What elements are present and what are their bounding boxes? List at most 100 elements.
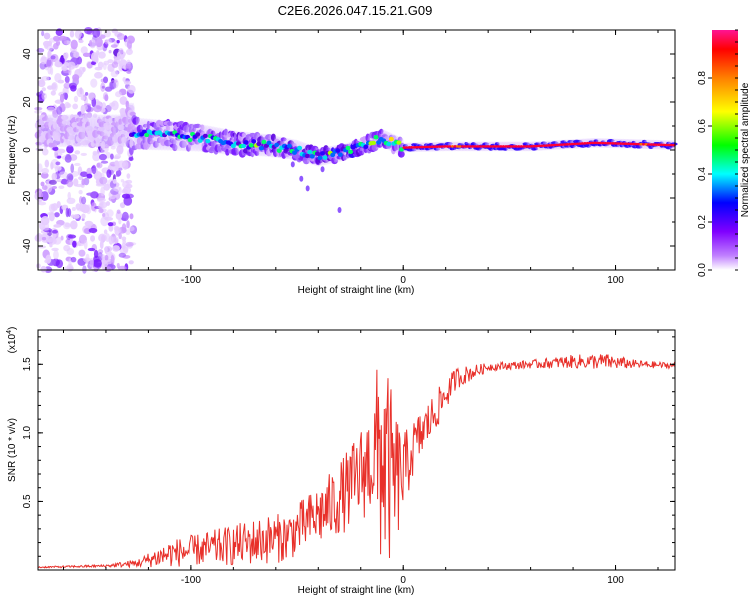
noise-cell (90, 78, 98, 88)
noise-cell (40, 172, 49, 179)
noise-cell (102, 76, 109, 84)
noise-cell (78, 249, 86, 257)
noise-cell (117, 265, 127, 271)
signal-cell-core (654, 143, 658, 146)
signal-cell-core (481, 145, 485, 148)
signal-cell-core (399, 147, 405, 152)
noise-cell (40, 216, 50, 226)
signal-cell-outer (172, 144, 178, 152)
signal-cell-outer (241, 133, 246, 137)
noise-cell (95, 37, 103, 48)
noise-cell (73, 51, 80, 59)
signal-cell-core (402, 146, 406, 149)
signal-cell-core (274, 142, 280, 148)
noise-cell (56, 201, 61, 209)
signal-cell-outer (59, 126, 66, 132)
noise-cell (110, 70, 119, 78)
noise-cell (66, 247, 75, 256)
signal-cell-core (489, 145, 493, 148)
noise-cell (123, 80, 132, 85)
signal-cell-core (639, 142, 643, 146)
noise-cell (54, 61, 63, 68)
colorbar-tick-label: 0.4 (697, 167, 708, 181)
noise-cell (128, 156, 134, 162)
noise-cell (80, 171, 88, 178)
noise-cell (43, 32, 51, 40)
spectrogram-ytick-label: 20 (22, 96, 33, 108)
signal-cell-core (405, 146, 409, 149)
signal-cell-core (348, 149, 354, 155)
noise-cell (118, 167, 123, 171)
signal-cell-outer (309, 157, 315, 162)
noise-cell (51, 172, 58, 181)
signal-cell-core (659, 143, 664, 147)
noise-cell (53, 250, 59, 260)
signal-cell-outer (50, 142, 57, 148)
noise-cell (103, 229, 108, 235)
noise-cell (53, 224, 62, 228)
signal-cell-core (667, 143, 671, 147)
noise-cell (45, 254, 52, 264)
noise-cell (100, 82, 106, 92)
noise-cell (80, 152, 88, 156)
noise-cell (128, 260, 134, 265)
signal-cell-core (248, 143, 254, 148)
signal-cell-core (420, 145, 424, 149)
noise-cell (97, 61, 104, 69)
signal-cell-core (527, 145, 531, 148)
signal-cell-core (376, 140, 382, 145)
signal-cell-core (631, 142, 635, 146)
noise-cell (111, 28, 118, 34)
noise-cell (52, 146, 59, 151)
signal-cell-core (583, 142, 587, 145)
spectrogram-ytick-label: 40 (22, 48, 33, 60)
noise-cell (112, 178, 117, 184)
spectrogram-panel: -100 0 100 -40 -20 0 20 40 Height of straight l… (7, 26, 678, 296)
signal-cell-outer (171, 139, 177, 146)
signal-cell-core (345, 145, 351, 151)
noise-cell (116, 33, 125, 41)
noise-cell (48, 212, 55, 222)
signal-cell-core (276, 148, 282, 153)
signal-cell-core (483, 145, 488, 148)
noise-cell (48, 203, 56, 213)
signal-cell-outer (35, 141, 43, 146)
noise-cell (63, 40, 67, 45)
noise-cell (73, 141, 82, 147)
noise-cell (110, 145, 116, 150)
colorbar-tick-label: 0.0 (697, 263, 708, 277)
signal-cell-core (320, 151, 326, 156)
signal-cell-core (141, 129, 147, 135)
noise-cell (59, 93, 65, 103)
signal-cell-core (440, 145, 444, 148)
signal-cell-core (202, 133, 208, 139)
signal-cell-core (616, 142, 620, 145)
noise-cell (110, 254, 115, 265)
noise-cell (51, 185, 58, 190)
noise-cell (102, 62, 107, 71)
signal-cell-outer (61, 120, 67, 125)
signal-cell-outer (365, 133, 371, 143)
signal-cell-core (448, 145, 452, 148)
signal-cell-core (662, 143, 666, 147)
signal-cell-outer (135, 116, 140, 123)
signal-cell-outer (225, 148, 230, 156)
noise-cell (41, 92, 47, 100)
noise-cell (99, 240, 104, 250)
noise-cell (106, 38, 112, 44)
signal-cell-core (430, 145, 434, 149)
noise-cell (83, 239, 88, 250)
signal-cell-core (415, 145, 419, 149)
signal-cell-outer (280, 137, 287, 142)
snr-ytick-label: 0.5 (22, 494, 33, 508)
signal-cell-core (314, 151, 320, 156)
signal-cell-core (634, 142, 638, 146)
signal-cell-core (286, 143, 292, 149)
svg-text:(x104): (x104) (6, 327, 18, 354)
signal-cell-core (370, 140, 376, 146)
signal-cell-outer (101, 141, 106, 150)
signal-cell-core (422, 145, 427, 149)
signal-cell-core (435, 145, 439, 148)
noise-cell (40, 265, 47, 273)
noise-cell (112, 245, 120, 252)
